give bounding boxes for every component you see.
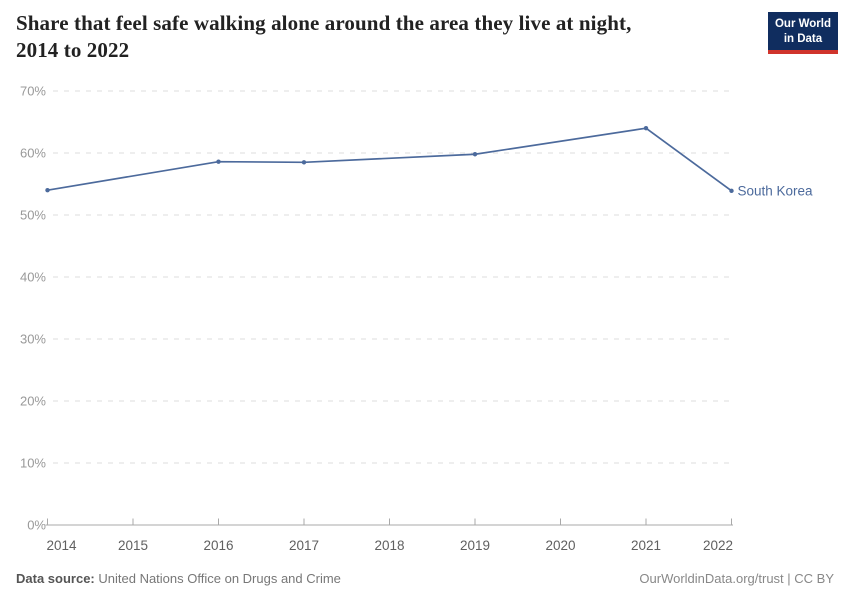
- owid-logo-line2: in Data: [783, 32, 823, 45]
- data-line-south-korea: [47, 127, 733, 192]
- series-label: South Korea: [738, 183, 814, 198]
- x-axis-label-2021: 2021: [631, 538, 661, 553]
- footer-datasource: Data source: United Nations Office on Dr…: [16, 571, 341, 586]
- y-axis-label-10: 10%: [20, 456, 46, 471]
- data-point-2017: [301, 160, 307, 165]
- data-source-value: United Nations Office on Drugs and Crime: [98, 571, 341, 586]
- x-axis-label-2022: 2022: [703, 538, 733, 553]
- data-source-label: Data source:: [16, 571, 95, 586]
- x-axis-label-2018: 2018: [374, 538, 404, 553]
- x-axis-label-2016: 2016: [203, 538, 233, 553]
- data-point-2014: [45, 188, 50, 193]
- x-axis-label-2015: 2015: [118, 538, 148, 553]
- x-axis-label-2014: 2014: [47, 538, 78, 553]
- x-axis-label-2017: 2017: [289, 538, 319, 553]
- y-axis-label-70: 70%: [20, 84, 46, 99]
- y-axis-label-50: 50%: [20, 208, 46, 223]
- data-point-2019: [472, 152, 478, 157]
- x-axis-label-2019: 2019: [460, 538, 490, 553]
- y-axis-label-30: 30%: [20, 332, 46, 347]
- data-point-2016: [216, 159, 221, 164]
- y-axis-label-60: 60%: [20, 146, 46, 161]
- owid-logo: Our World in Data: [767, 12, 838, 54]
- owid-logo-line1: Our World: [774, 18, 831, 30]
- y-axis-label-20: 20%: [20, 394, 46, 409]
- data-point-2022: [729, 188, 734, 194]
- x-axis-label-2020: 2020: [545, 538, 575, 553]
- y-axis-label-0: 0%: [27, 518, 46, 533]
- y-axis-label-40: 40%: [20, 270, 46, 285]
- data-point-2021: [643, 126, 649, 131]
- chart-title: Share that feel safe walking alone aroun…: [16, 11, 632, 63]
- footer-credit: OurWorldinData.org/trust | CC BY: [639, 571, 834, 586]
